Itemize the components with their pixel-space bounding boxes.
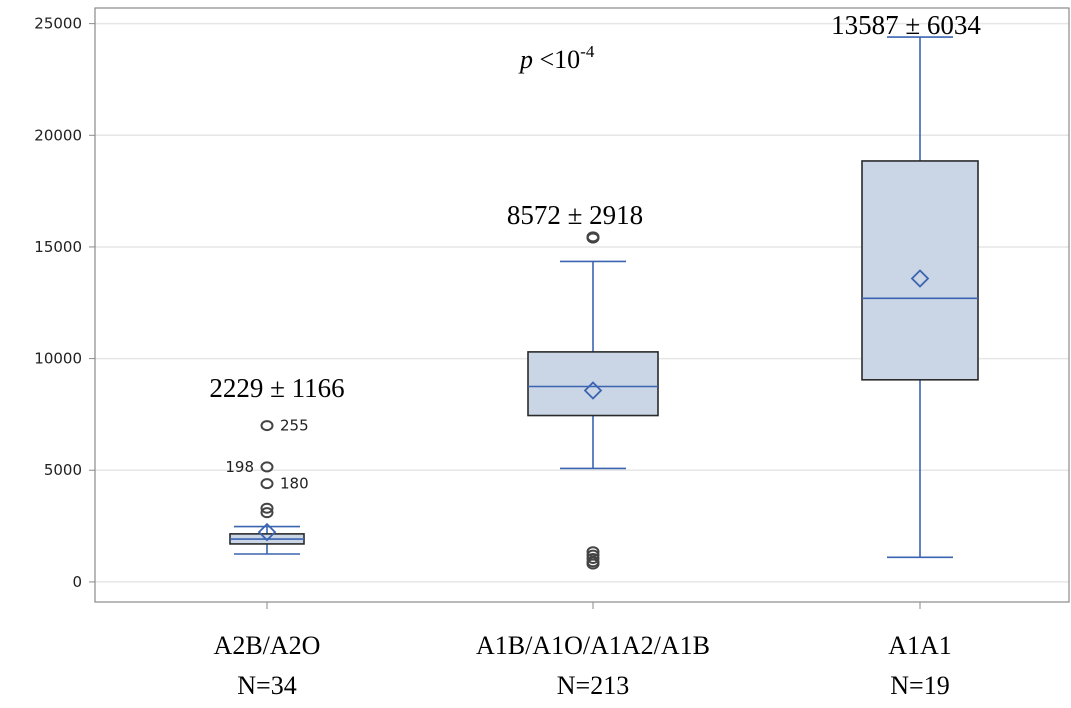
y-tick-label: 25000 bbox=[34, 15, 82, 33]
y-axis: 0 5000 10000 15000 20000 25000 bbox=[34, 15, 95, 591]
outlier-label: 198 bbox=[225, 458, 254, 476]
outlier-point bbox=[586, 546, 600, 558]
y-tick-label: 10000 bbox=[34, 350, 82, 368]
outlier-point bbox=[260, 478, 274, 490]
y-tick-label: 20000 bbox=[34, 126, 82, 144]
outlier-label: 255 bbox=[280, 417, 309, 435]
plot-frame bbox=[94, 7, 1070, 603]
x-category-label: A1A1 bbox=[888, 631, 952, 660]
p-value-exponent: -4 bbox=[580, 42, 595, 61]
x-axis: A2B/A2O N=34 A1B/A1O/A1A2/A1B N=213 A1A1 N=19 bbox=[214, 602, 952, 700]
outlier-point bbox=[260, 502, 274, 514]
x-category-n-label: N=34 bbox=[237, 671, 296, 700]
box-group bbox=[861, 36, 979, 559]
mean-sd-label: 13587 ± 6034 bbox=[831, 10, 981, 40]
outlier-point bbox=[586, 232, 600, 244]
p-value-annotation: p <10-4 bbox=[518, 42, 595, 74]
y-tick-label: 15000 bbox=[34, 238, 82, 256]
outlier-point bbox=[260, 461, 274, 473]
mean-sd-label: 2229 ± 1166 bbox=[209, 373, 344, 403]
annotations: 2229 ± 1166 8572 ± 2918 13587 ± 6034 p <10-… bbox=[209, 10, 981, 403]
outlier-point bbox=[260, 507, 274, 519]
y-tick-label: 0 bbox=[72, 573, 82, 591]
p-value-threshold: <10 bbox=[533, 45, 580, 74]
mean-marker bbox=[257, 522, 277, 542]
x-category-label: A1B/A1O/A1A2/A1B bbox=[476, 631, 710, 660]
box-group: 255 198 180 bbox=[225, 417, 309, 555]
x-category-n-label: N=213 bbox=[557, 671, 629, 700]
outlier-point bbox=[260, 420, 274, 432]
p-value-symbol: p bbox=[518, 45, 533, 74]
outlier-point bbox=[586, 558, 600, 570]
y-tick-label: 5000 bbox=[44, 461, 82, 479]
x-category-n-label: N=19 bbox=[890, 671, 949, 700]
mean-sd-label: 8572 ± 2918 bbox=[507, 200, 643, 230]
outlier-label: 180 bbox=[280, 475, 309, 493]
outlier-point bbox=[586, 552, 600, 564]
mean-marker bbox=[583, 381, 603, 400]
box-series: 255 198 180 bbox=[225, 36, 979, 570]
x-category-label: A2B/A2O bbox=[214, 631, 321, 660]
box-group bbox=[527, 231, 659, 570]
mean-marker bbox=[910, 269, 930, 288]
